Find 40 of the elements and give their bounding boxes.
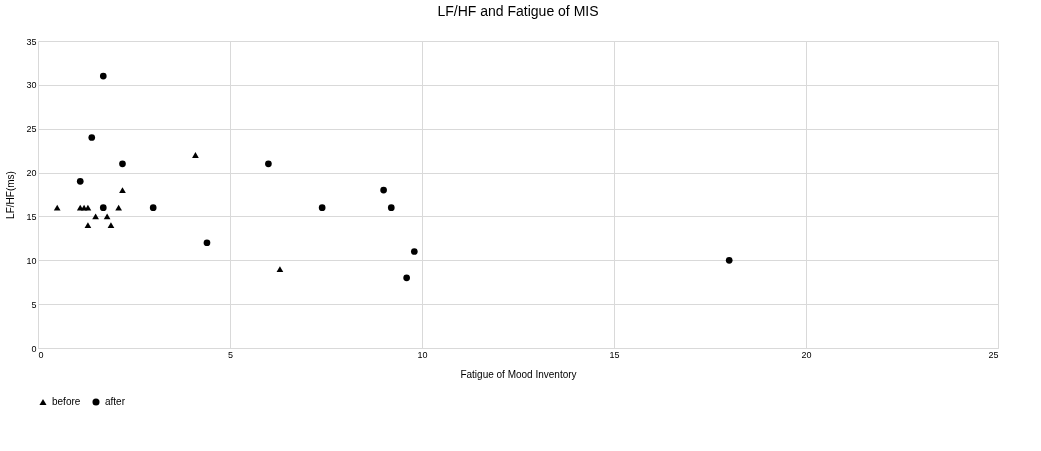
y-tick-label: 15 [26,211,37,222]
point [53,204,61,211]
point [99,72,107,80]
point [203,239,211,247]
y-tick-label: 25 [26,124,37,135]
y-tick-label: 10 [26,255,37,266]
y-tick-label: 20 [26,168,37,179]
y-tick-label: 35 [26,36,37,47]
point [119,187,126,194]
point [410,248,418,255]
legend-label: after [105,396,126,407]
y-tick-label: 5 [31,299,37,310]
y-tick-label: 30 [26,80,37,91]
point [84,222,92,229]
x-tick-label: 20 [801,349,812,360]
x-tick-label: 5 [227,349,234,360]
x-tick-label: 0 [38,349,44,360]
point [318,204,326,211]
point [119,160,126,168]
point [99,204,107,211]
point [76,178,84,185]
point [403,274,410,282]
x-tick-label: 25 [988,349,999,360]
point [84,204,92,211]
point [88,134,96,141]
point [107,222,115,229]
y-axis-title: LF/HF(ms) [5,171,17,219]
point [725,256,733,264]
point [265,160,272,168]
point [192,152,199,158]
point [387,204,395,211]
point [115,204,122,211]
legend-label: before [52,396,81,407]
x-tick-label: 15 [609,349,620,360]
point [149,204,157,211]
point [276,266,284,272]
x-tick-label: 10 [417,349,428,360]
point [380,186,387,194]
chart-title: LF/HF and Fatigue of MIS [437,3,599,19]
x-axis-title: Fatigue of Mood Inventory [460,368,577,380]
